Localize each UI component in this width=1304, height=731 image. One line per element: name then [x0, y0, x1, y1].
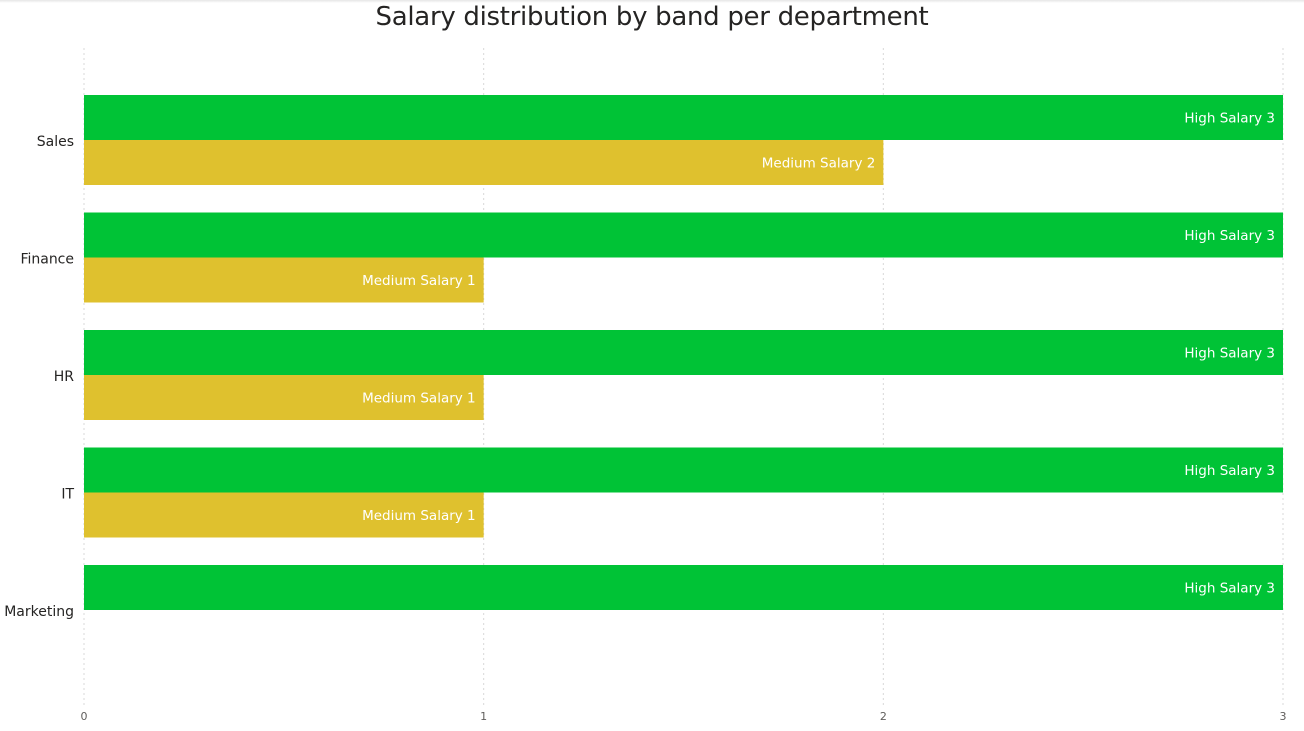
bar — [84, 375, 484, 420]
x-tick-label: 1 — [480, 710, 487, 723]
category-label: Finance — [20, 252, 74, 268]
x-tick-label: 0 — [81, 710, 88, 723]
data-label: High Salary 3 — [1184, 228, 1275, 244]
bar — [84, 330, 1283, 375]
category-label: IT — [61, 487, 74, 503]
data-label: Medium Salary 1 — [362, 508, 476, 524]
x-tick-label: 3 — [1280, 710, 1287, 723]
data-label: Medium Salary 1 — [362, 273, 476, 289]
data-label: Medium Salary 2 — [762, 156, 876, 172]
data-label: High Salary 3 — [1184, 346, 1275, 362]
bar — [84, 447, 1283, 493]
bar — [84, 565, 1283, 610]
bar — [84, 492, 484, 538]
chart-title: Salary distribution by band per departme… — [375, 2, 929, 32]
data-label: High Salary 3 — [1184, 581, 1275, 597]
data-label: High Salary 3 — [1184, 111, 1275, 127]
bar — [84, 140, 884, 185]
data-label: Medium Salary 1 — [362, 391, 476, 407]
bar — [84, 95, 1283, 140]
bar — [84, 257, 484, 303]
bar — [84, 212, 1283, 258]
category-label: HR — [54, 369, 75, 385]
category-label: Sales — [37, 134, 74, 150]
category-label: Marketing — [4, 604, 74, 620]
top-divider — [0, 0, 1304, 3]
x-tick-label: 2 — [880, 710, 887, 723]
data-label: High Salary 3 — [1184, 463, 1275, 479]
